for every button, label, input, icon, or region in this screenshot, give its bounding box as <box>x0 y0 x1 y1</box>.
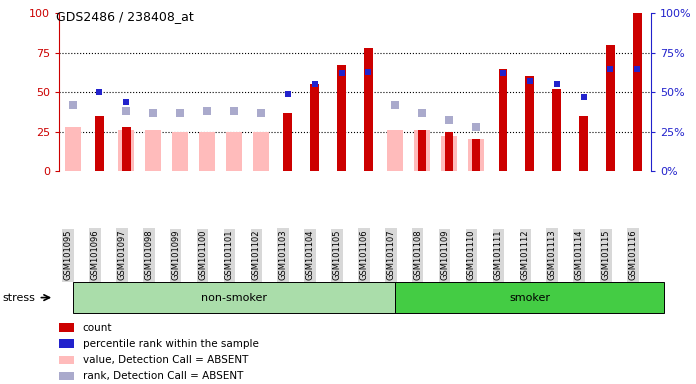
Bar <box>387 130 404 171</box>
Bar <box>633 13 642 171</box>
Text: GSM101097: GSM101097 <box>118 230 127 280</box>
Text: value, Detection Call = ABSENT: value, Detection Call = ABSENT <box>83 355 248 365</box>
Text: smoker: smoker <box>509 293 551 303</box>
Bar <box>579 116 588 171</box>
Text: GSM101116: GSM101116 <box>628 230 638 280</box>
Bar <box>468 139 484 171</box>
Bar <box>95 116 104 171</box>
Text: GSM101104: GSM101104 <box>306 230 315 280</box>
Bar <box>172 132 188 171</box>
Text: count: count <box>83 323 112 333</box>
Text: GSM101108: GSM101108 <box>413 230 422 280</box>
Bar <box>118 130 134 171</box>
Bar <box>65 127 81 171</box>
Bar <box>310 84 319 171</box>
Text: GSM101112: GSM101112 <box>521 230 530 280</box>
Bar <box>122 127 131 171</box>
Bar <box>145 130 161 171</box>
Bar <box>418 130 427 171</box>
Text: GSM101102: GSM101102 <box>252 230 261 280</box>
Bar <box>441 136 457 171</box>
Text: GSM101115: GSM101115 <box>601 230 610 280</box>
Text: GSM101111: GSM101111 <box>494 230 503 280</box>
Text: GSM101099: GSM101099 <box>171 230 180 280</box>
Text: GSM101098: GSM101098 <box>144 230 153 280</box>
Text: GSM101105: GSM101105 <box>333 230 342 280</box>
Text: GSM101109: GSM101109 <box>440 230 449 280</box>
Bar <box>445 132 453 171</box>
Bar <box>199 132 215 171</box>
Text: stress: stress <box>2 293 35 303</box>
Bar <box>553 89 561 171</box>
Bar <box>414 130 430 171</box>
Bar <box>472 139 480 171</box>
Text: GDS2486 / 238408_at: GDS2486 / 238408_at <box>56 10 193 23</box>
Text: GSM101100: GSM101100 <box>198 230 207 280</box>
Text: GSM101101: GSM101101 <box>225 230 234 280</box>
Text: percentile rank within the sample: percentile rank within the sample <box>83 339 259 349</box>
Bar <box>364 48 373 171</box>
Bar <box>338 65 346 171</box>
Bar <box>226 132 242 171</box>
Bar <box>253 132 269 171</box>
Text: GSM101103: GSM101103 <box>278 230 287 280</box>
Bar <box>525 76 534 171</box>
Text: rank, Detection Call = ABSENT: rank, Detection Call = ABSENT <box>83 371 243 381</box>
Text: GSM101096: GSM101096 <box>90 230 100 280</box>
Text: GSM101107: GSM101107 <box>386 230 395 280</box>
Bar <box>606 45 615 171</box>
Text: GSM101110: GSM101110 <box>467 230 476 280</box>
Text: non-smoker: non-smoker <box>201 293 267 303</box>
Text: GSM101113: GSM101113 <box>548 230 557 280</box>
Bar <box>498 69 507 171</box>
Text: GSM101114: GSM101114 <box>574 230 583 280</box>
Text: GSM101106: GSM101106 <box>359 230 368 280</box>
Bar <box>283 113 292 171</box>
Text: GSM101095: GSM101095 <box>63 230 72 280</box>
